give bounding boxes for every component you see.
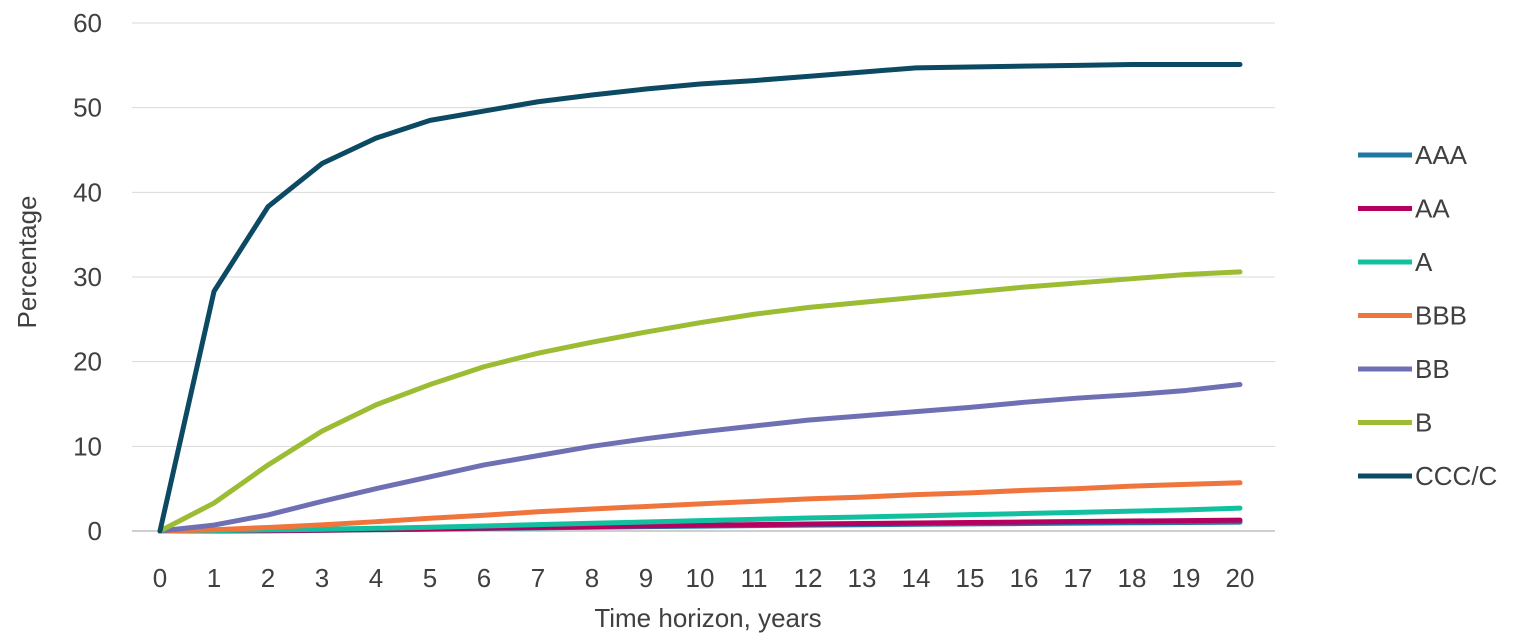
series-line-bbb: [157, 480, 1243, 534]
legend-label-bb: BB: [1415, 354, 1450, 384]
series-lines: [157, 61, 1243, 534]
x-tick-label: 16: [1010, 563, 1039, 593]
x-tick-label: 8: [585, 563, 599, 593]
x-tick-label: 19: [1172, 563, 1201, 593]
y-axis-tick-labels: 0 10 20 30 40 50 60: [73, 8, 102, 546]
x-tick-label: 11: [741, 563, 768, 593]
legend-label-a: A: [1415, 247, 1433, 277]
x-tick-label: 18: [1118, 563, 1147, 593]
x-tick-label: 1: [207, 563, 221, 593]
x-tick-label: 10: [686, 563, 715, 593]
series-line-ccc-c: [157, 61, 1243, 534]
x-tick-label: 14: [902, 563, 931, 593]
y-tick-label: 30: [73, 262, 102, 292]
x-tick-label: 9: [639, 563, 653, 593]
x-tick-label: 6: [477, 563, 491, 593]
gridlines: [132, 22, 1275, 532]
legend-label-ccc-c: CCC/C: [1415, 461, 1497, 491]
x-tick-label: 12: [794, 563, 823, 593]
x-tick-label: 13: [848, 563, 877, 593]
series-line-bb: [157, 382, 1243, 534]
x-tick-label: 4: [369, 563, 383, 593]
x-tick-label: 3: [315, 563, 329, 593]
y-tick-label: 60: [73, 8, 102, 38]
x-tick-label: 7: [531, 563, 545, 593]
x-tick-label: 5: [423, 563, 437, 593]
y-tick-label: 0: [88, 516, 102, 546]
x-tick-label: 17: [1064, 563, 1093, 593]
x-tick-label: 15: [956, 563, 985, 593]
series-line-b: [157, 269, 1243, 534]
x-axis-title: Time horizon, years: [594, 603, 821, 633]
y-tick-label: 10: [73, 431, 102, 461]
legend-label-b: B: [1415, 408, 1432, 438]
x-axis-tick-labels: 0 1 2 3 4 5 6 7 8 9 10 11 12 13 14 15 16 17 18 19 20: [153, 563, 1255, 593]
x-tick-label: 2: [261, 563, 275, 593]
y-tick-label: 40: [73, 177, 102, 207]
x-tick-label: 20: [1226, 563, 1255, 593]
legend-label-aaa: AAA: [1415, 140, 1468, 170]
y-tick-label: 20: [73, 347, 102, 377]
series-line-a: [157, 505, 1243, 534]
legend-label-bbb: BBB: [1415, 301, 1467, 331]
y-axis-title: Percentage: [12, 196, 42, 329]
y-tick-label: 50: [73, 93, 102, 123]
x-tick-label: 0: [153, 563, 167, 593]
legend-label-aa: AA: [1415, 194, 1450, 224]
